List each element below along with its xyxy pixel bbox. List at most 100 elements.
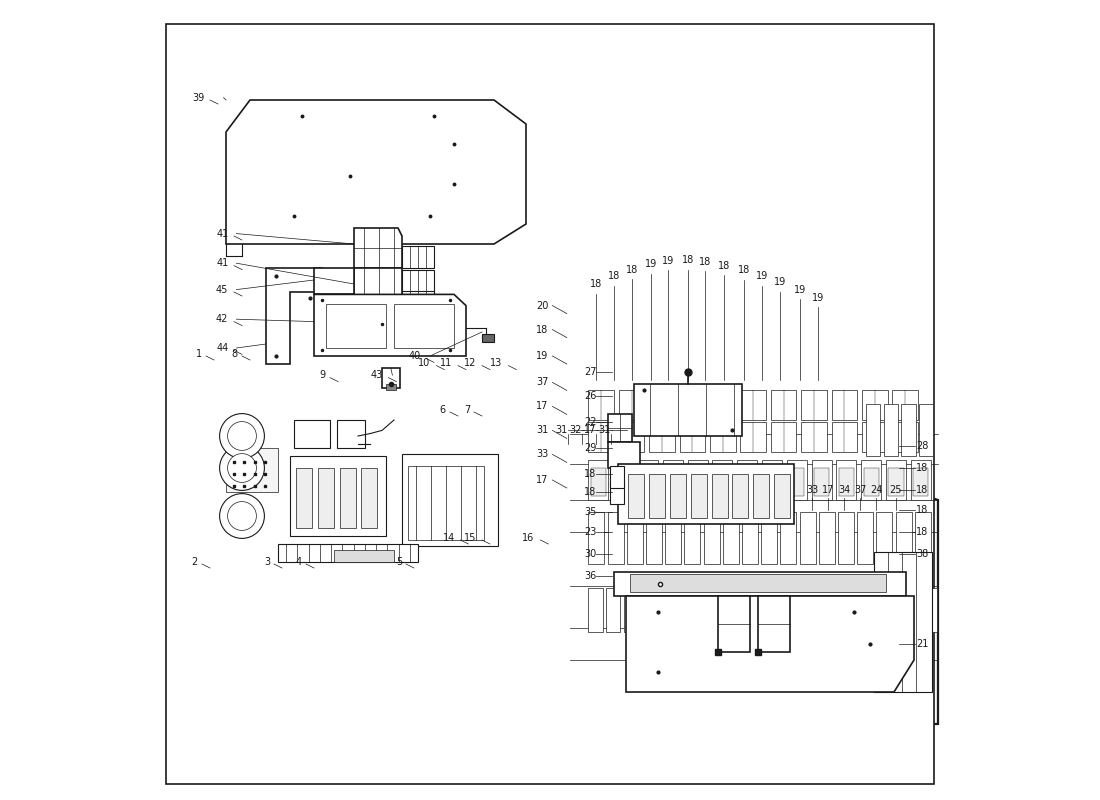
Text: 35: 35 (584, 507, 596, 517)
Polygon shape (608, 414, 632, 442)
Bar (628, 474, 645, 518)
Bar (801, 390, 827, 420)
Bar (870, 588, 884, 632)
Text: 18: 18 (718, 261, 730, 270)
Polygon shape (718, 596, 750, 652)
Bar (670, 474, 686, 518)
Bar (641, 588, 656, 632)
Bar (340, 468, 355, 528)
Text: 5: 5 (396, 557, 402, 566)
Text: 25: 25 (889, 485, 902, 494)
Bar (835, 588, 849, 632)
Bar (610, 482, 625, 504)
Text: 13: 13 (490, 358, 502, 368)
Bar (294, 420, 330, 448)
Polygon shape (402, 270, 434, 292)
Bar (892, 422, 918, 452)
Text: 8: 8 (232, 349, 238, 358)
Bar (638, 460, 658, 500)
Bar (712, 474, 727, 518)
Bar (923, 588, 937, 632)
Bar (338, 420, 365, 448)
Text: 31: 31 (598, 426, 611, 435)
Bar (361, 468, 377, 528)
Bar (782, 588, 796, 632)
Bar (688, 460, 707, 500)
Bar (296, 468, 312, 528)
Text: 30: 30 (584, 549, 596, 558)
Text: 18: 18 (626, 265, 638, 274)
Text: 23: 23 (584, 527, 596, 537)
Bar (649, 390, 674, 420)
Text: 18: 18 (682, 255, 694, 265)
Bar (836, 460, 857, 500)
Bar (666, 468, 681, 496)
Bar (619, 422, 645, 452)
Bar (278, 544, 418, 562)
Bar (591, 468, 606, 496)
Text: 22: 22 (584, 418, 596, 427)
Bar (747, 588, 761, 632)
Bar (408, 466, 484, 540)
Text: 17: 17 (536, 475, 549, 485)
Polygon shape (402, 246, 434, 268)
Text: 37: 37 (536, 378, 549, 387)
Bar (866, 404, 880, 456)
Bar (607, 512, 624, 564)
Bar (905, 588, 920, 632)
Bar (723, 512, 739, 564)
Bar (800, 588, 814, 632)
Bar (649, 422, 674, 452)
Text: 19: 19 (662, 256, 674, 266)
Polygon shape (618, 464, 794, 524)
Polygon shape (354, 228, 402, 268)
Bar (852, 588, 867, 632)
Bar (646, 512, 662, 564)
FancyBboxPatch shape (192, 352, 544, 580)
Bar (326, 304, 386, 348)
Bar (713, 460, 733, 500)
Bar (861, 460, 881, 500)
Bar (740, 422, 766, 452)
Text: 14: 14 (443, 533, 455, 542)
Bar (588, 588, 603, 632)
Text: 9: 9 (320, 370, 326, 380)
Polygon shape (402, 291, 434, 314)
Bar (318, 468, 334, 528)
Bar (814, 468, 829, 496)
Bar (862, 422, 888, 452)
Bar (710, 422, 736, 452)
Bar (649, 474, 666, 518)
Polygon shape (226, 100, 526, 244)
Bar (862, 390, 888, 420)
Bar (694, 588, 708, 632)
Bar (771, 390, 796, 420)
Text: 17: 17 (584, 426, 596, 435)
Text: 10: 10 (418, 358, 430, 368)
Bar (613, 460, 634, 500)
Polygon shape (758, 596, 790, 652)
Text: 27: 27 (584, 367, 596, 377)
Bar (764, 588, 779, 632)
Bar (918, 404, 933, 456)
Text: 32: 32 (570, 426, 582, 435)
Bar (630, 574, 886, 592)
Bar (786, 460, 806, 500)
Bar (877, 512, 892, 564)
Bar (616, 468, 630, 496)
Bar (762, 460, 782, 500)
Text: 18: 18 (916, 506, 928, 515)
Bar (627, 512, 642, 564)
Text: 18: 18 (584, 469, 596, 478)
Text: 43: 43 (371, 370, 383, 380)
Bar (712, 588, 726, 632)
Text: 31: 31 (556, 426, 568, 435)
Bar (290, 456, 386, 536)
Text: 11: 11 (440, 358, 452, 368)
Text: 39: 39 (192, 93, 205, 102)
Bar (402, 454, 498, 546)
Bar (839, 468, 854, 496)
Polygon shape (614, 572, 906, 596)
Bar (619, 390, 645, 420)
Text: 44: 44 (216, 343, 229, 353)
